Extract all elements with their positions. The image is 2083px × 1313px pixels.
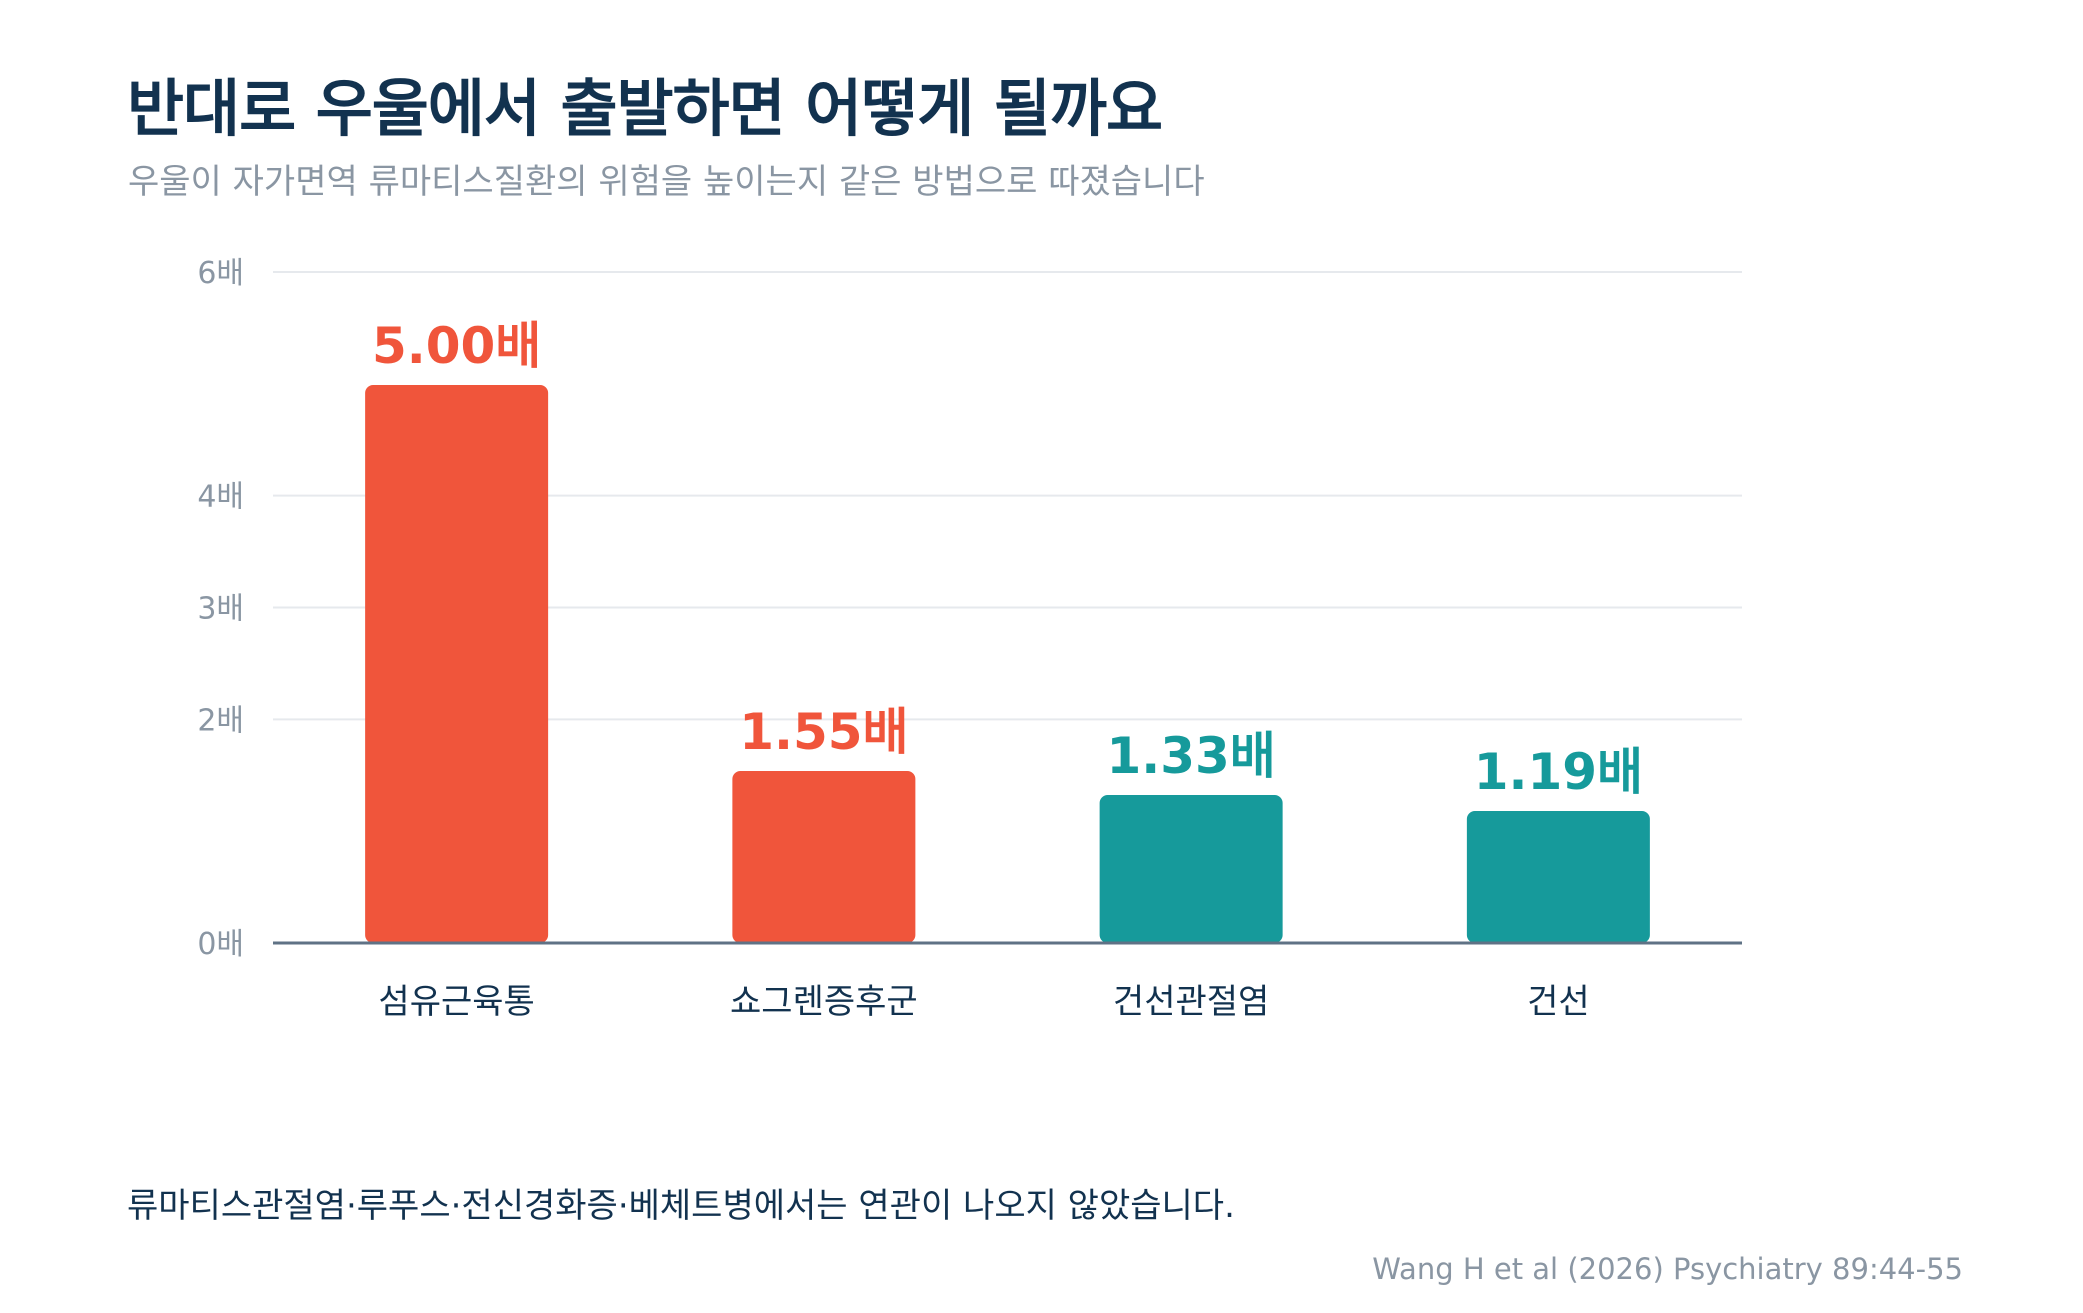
data-label: 1.19배 bbox=[1474, 743, 1643, 801]
y-tick-label: 3배 bbox=[197, 592, 244, 627]
data-label: 1.33배 bbox=[1106, 727, 1275, 785]
source-citation: Wang H et al (2026) Psychiatry 89:44-55 bbox=[1372, 1252, 1963, 1286]
y-tick-label: 4배 bbox=[197, 480, 244, 515]
bar bbox=[1466, 811, 1650, 943]
chart-subtitle: 우울이 자가면역 류마티스질환의 위험을 높이는지 같은 방법으로 따졌습니다 bbox=[128, 162, 1205, 202]
x-tick-label: 건선관절염 bbox=[1113, 982, 1269, 1022]
y-tick-label: 6배 bbox=[197, 256, 244, 291]
x-tick-label: 쇼그렌증후군 bbox=[730, 982, 918, 1022]
chart-title: 반대로 우울에서 출발하면 어떻게 될까요 bbox=[127, 72, 1163, 145]
bar bbox=[365, 385, 549, 943]
data-label: 1.55배 bbox=[739, 703, 908, 761]
x-tick-label: 건선 bbox=[1527, 982, 1590, 1022]
data-label: 5.00배 bbox=[372, 317, 541, 375]
y-tick-label: 2배 bbox=[197, 703, 244, 738]
bar bbox=[1099, 795, 1283, 943]
y-tick-label: 0배 bbox=[197, 927, 244, 962]
x-tick-label: 섬유근육통 bbox=[378, 982, 534, 1022]
footnote: 류마티스관절염·루푸스·전신경화증·베체트병에서는 연관이 나오지 않았습니다. bbox=[127, 1186, 1235, 1226]
bar bbox=[732, 771, 916, 943]
